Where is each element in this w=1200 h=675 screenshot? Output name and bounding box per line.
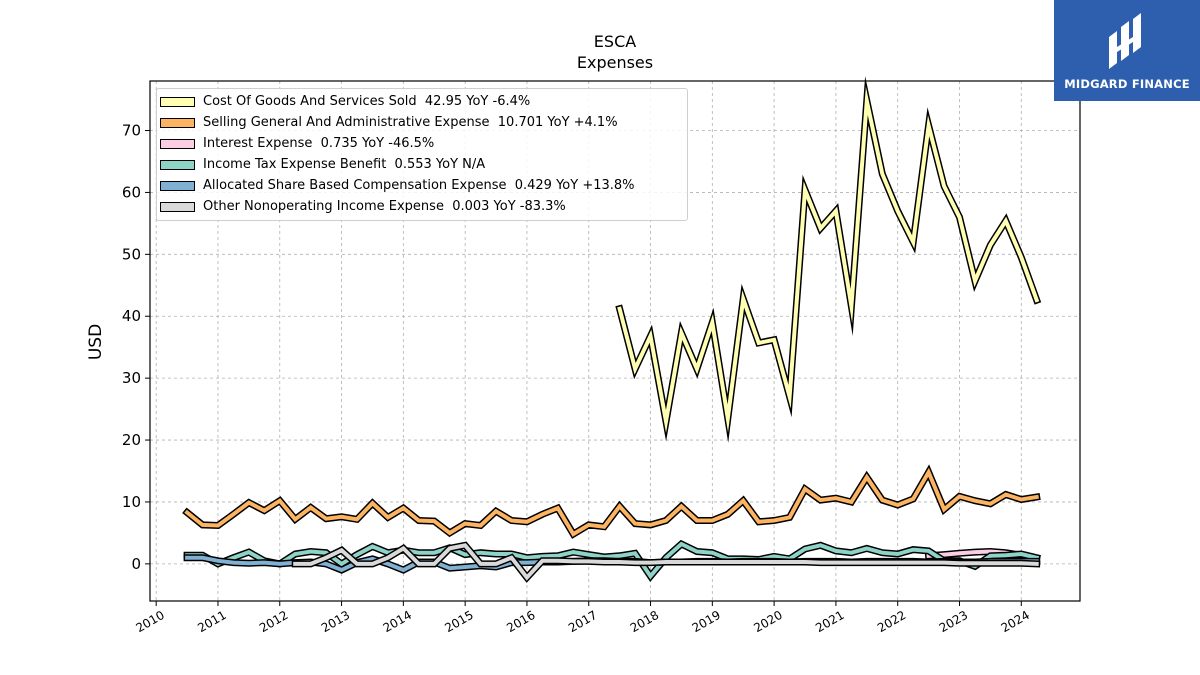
chart-title: ESCA (594, 32, 636, 51)
legend-label: Other Nonoperating Income Expense 0.003 … (203, 199, 566, 214)
legend-item-income-tax: Income Tax Expense Benefit 0.553 YoY N/A (157, 154, 687, 175)
legend-item-other-nonop: Other Nonoperating Income Expense 0.003 … (157, 196, 687, 217)
y-tick-label: 10 (122, 493, 141, 511)
legend-item-share-comp: Allocated Share Based Compensation Expen… (157, 175, 687, 196)
x-tick-label: 2017 (566, 608, 599, 635)
x-tick-label: 2024 (999, 608, 1032, 635)
legend-swatch (160, 96, 195, 107)
legend-item-cogs: Cost Of Goods And Services Sold 42.95 Yo… (157, 91, 687, 112)
legend-swatch (160, 201, 195, 212)
series-line (184, 467, 1039, 537)
legend-item-interest: Interest Expense 0.735 YoY -46.5% (157, 133, 687, 154)
x-tick-label: 2016 (504, 608, 537, 635)
legend-label: Income Tax Expense Benefit 0.553 YoY N/A (203, 157, 486, 172)
chart-legend: Cost Of Goods And Services Sold 42.95 Yo… (156, 88, 688, 221)
brand-name: MIDGARD FINANCE (1064, 76, 1190, 91)
y-tick-label: 40 (122, 307, 141, 325)
y-axis: 0 10 20 30 40 50 60 70 (122, 122, 150, 573)
x-tick-label: 2023 (937, 608, 970, 635)
legend-swatch (160, 117, 195, 128)
legend-swatch (160, 138, 195, 149)
x-tick-label: 2021 (813, 608, 846, 635)
plot-frame (149, 80, 1081, 602)
series-layer (182, 76, 1042, 583)
x-tick-label: 2015 (442, 608, 475, 635)
brand-mark-icon (1109, 12, 1141, 69)
y-axis-label: USD (86, 324, 106, 360)
y-tick-label: 60 (122, 183, 141, 201)
series-line (617, 86, 1040, 433)
x-tick-label: 2020 (751, 608, 784, 635)
chart-subtitle: Expenses (577, 53, 653, 72)
legend-label: Selling General And Administrative Expen… (203, 115, 618, 130)
series-line (293, 543, 1039, 581)
series-line-outline (182, 464, 1041, 539)
x-tick-label: 2011 (195, 608, 228, 635)
x-axis: 2010 2011 2012 2013 2014 2015 2016 2017 2018 2019… (133, 601, 1032, 635)
legend-label: Cost Of Goods And Services Sold 42.95 Yo… (203, 94, 531, 109)
x-tick-label: 2022 (875, 608, 908, 635)
x-tick-label: 2018 (628, 608, 661, 635)
series-6 (291, 541, 1041, 583)
legend-label: Interest Expense 0.735 YoY -46.5% (203, 136, 435, 151)
brand-logo: MIDGARD FINANCE (1054, 0, 1200, 101)
y-tick-label: 0 (131, 555, 141, 573)
legend-item-sga: Selling General And Administrative Expen… (157, 112, 687, 133)
series-2 (182, 464, 1041, 539)
x-tick-label: 2013 (319, 608, 352, 635)
x-tick-label: 2014 (381, 608, 414, 635)
legend-swatch (160, 159, 195, 170)
y-tick-label: 20 (122, 431, 141, 449)
x-tick-label: 2019 (690, 608, 723, 635)
y-tick-label: 50 (122, 245, 141, 263)
y-tick-label: 30 (122, 369, 141, 387)
x-tick-label: 2010 (133, 608, 166, 635)
series-1 (615, 76, 1042, 443)
y-tick-label: 70 (122, 122, 141, 140)
legend-label: Allocated Share Based Compensation Expen… (203, 178, 635, 193)
x-tick-label: 2012 (257, 608, 290, 635)
legend-swatch (160, 180, 195, 191)
